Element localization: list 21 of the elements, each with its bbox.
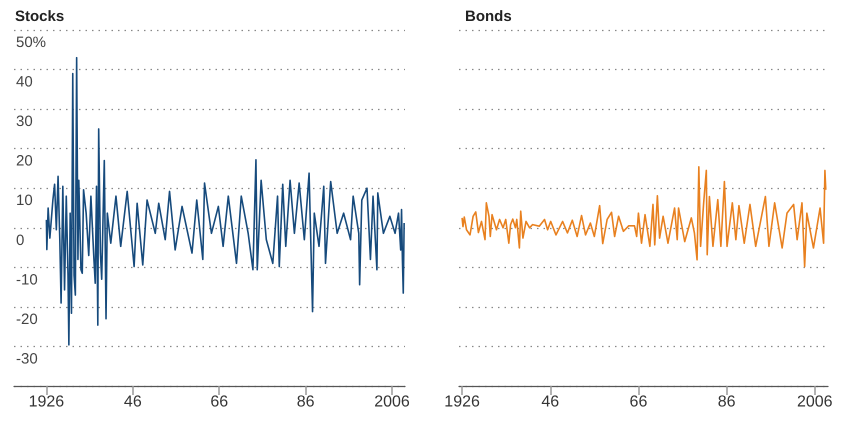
x-tick-label: 1926 bbox=[444, 394, 480, 410]
y-tick-label: 0 bbox=[16, 232, 24, 249]
y-tick-label: 50% bbox=[16, 34, 46, 51]
y-tick-label: 30 bbox=[16, 113, 33, 130]
x-tick-label: 46 bbox=[124, 394, 142, 410]
y-tick-label: 20 bbox=[16, 152, 33, 170]
x-tick-label: 86 bbox=[296, 394, 315, 410]
y-tick-label: -10 bbox=[16, 271, 38, 288]
x-tick-label: 86 bbox=[718, 394, 736, 410]
chart-title: Stocks bbox=[15, 8, 64, 25]
x-tick-label: 2006 bbox=[796, 394, 833, 410]
chart-title: Bonds bbox=[465, 8, 512, 25]
x-tick-label: 2006 bbox=[374, 394, 410, 410]
x-tick-label: 46 bbox=[541, 394, 560, 410]
y-tick-label: 40 bbox=[16, 74, 33, 91]
x-tick-label: 66 bbox=[210, 394, 228, 410]
y-tick-label: 10 bbox=[16, 192, 33, 210]
x-tick-label: 66 bbox=[630, 394, 648, 410]
y-tick-label: -30 bbox=[16, 350, 38, 368]
y-tick-label: -20 bbox=[16, 310, 38, 328]
x-tick-label: 1926 bbox=[28, 394, 64, 410]
